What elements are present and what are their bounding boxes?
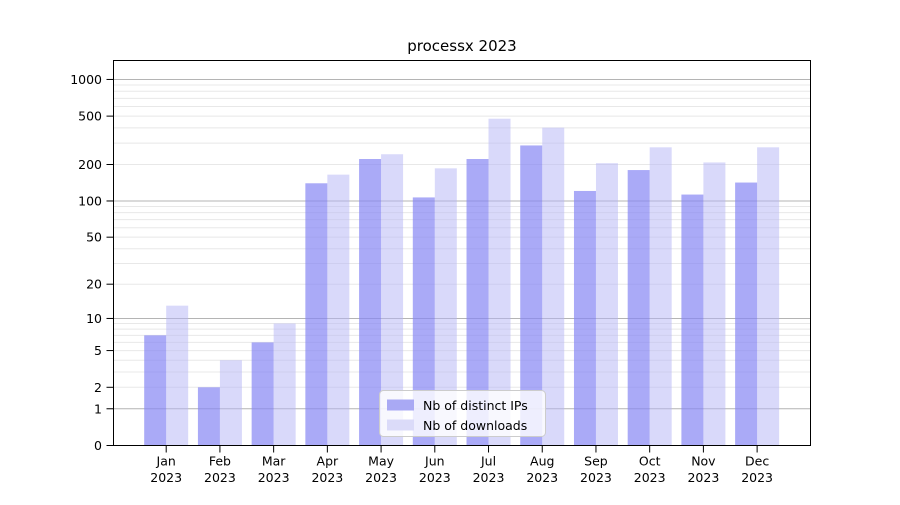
legend-label-distinct-ips: Nb of distinct IPs xyxy=(423,398,528,413)
y-tick-label: 20 xyxy=(86,277,102,292)
x-tick-label-year: 2023 xyxy=(473,470,505,485)
y-tick-label: 200 xyxy=(78,157,102,172)
x-tick-label-year: 2023 xyxy=(311,470,343,485)
bar-downloads xyxy=(219,360,242,446)
legend-swatch-distinct-ips xyxy=(387,399,414,411)
bar-distinct-ips xyxy=(520,145,543,446)
bar-downloads xyxy=(166,305,189,446)
bar-distinct-ips xyxy=(573,190,596,446)
plot-frame xyxy=(113,60,811,446)
legend-swatch-downloads xyxy=(387,419,414,431)
bar-downloads xyxy=(649,147,672,446)
bar-distinct-ips xyxy=(197,387,220,446)
bar-downloads xyxy=(273,323,296,446)
y-tick-label: 500 xyxy=(78,109,102,124)
x-tick-label-year: 2023 xyxy=(634,470,666,485)
y-tick-label: 1000 xyxy=(70,72,102,87)
x-tick-label-month: Apr xyxy=(317,454,339,469)
x-tick-label-month: Oct xyxy=(639,454,661,469)
x-tick-label-year: 2023 xyxy=(687,470,719,485)
bar-distinct-ips xyxy=(627,170,650,446)
y-tick-label: 2 xyxy=(94,380,102,395)
x-tick-label-month: Jul xyxy=(480,454,496,469)
x-tick-label-month: Aug xyxy=(530,454,554,469)
bar-distinct-ips xyxy=(466,159,489,446)
bar-distinct-ips xyxy=(251,342,274,446)
y-tick-label: 100 xyxy=(78,193,102,208)
x-tick-label-month: Jan xyxy=(156,454,176,469)
chart-title: processx 2023 xyxy=(407,37,516,55)
x-tick-label-year: 2023 xyxy=(258,470,290,485)
bar-distinct-ips xyxy=(144,335,167,446)
bar-downloads xyxy=(434,168,457,446)
bar-distinct-ips xyxy=(412,197,435,446)
bar-downloads xyxy=(381,154,404,446)
x-tick-label-month: Mar xyxy=(262,454,286,469)
legend: Nb of distinct IPs Nb of downloads xyxy=(379,390,546,437)
legend-label-downloads: Nb of downloads xyxy=(423,418,527,433)
x-tick-label-month: Dec xyxy=(745,454,769,469)
x-tick-label-year: 2023 xyxy=(365,470,397,485)
x-tick-label-year: 2023 xyxy=(204,470,236,485)
x-tick-label-year: 2023 xyxy=(419,470,451,485)
x-tick-label-year: 2023 xyxy=(741,470,773,485)
bar-downloads xyxy=(757,147,780,446)
x-tick-label-year: 2023 xyxy=(580,470,612,485)
x-tick-label-year: 2023 xyxy=(526,470,558,485)
y-tick-label: 0 xyxy=(94,438,102,453)
legend-box xyxy=(379,390,546,437)
bar-downloads xyxy=(488,118,511,446)
y-tick-label: 5 xyxy=(94,343,102,358)
y-tick-label: 1 xyxy=(94,401,102,416)
x-tick-label-month: May xyxy=(368,454,394,469)
bar-distinct-ips xyxy=(359,159,382,446)
x-tick-label-month: Sep xyxy=(584,454,608,469)
x-tick-label-month: Jun xyxy=(424,454,445,469)
x-tick-label-month: Nov xyxy=(691,454,716,469)
bar-downloads xyxy=(542,127,565,446)
bar-distinct-ips xyxy=(305,183,328,446)
bar-downloads xyxy=(703,162,726,446)
bar-downloads xyxy=(327,174,350,446)
y-tick-label: 50 xyxy=(86,230,102,245)
bar-downloads xyxy=(595,163,618,446)
bar-distinct-ips xyxy=(735,182,758,446)
bar-distinct-ips xyxy=(681,194,704,446)
x-tick-label-month: Feb xyxy=(209,454,231,469)
y-tick-label: 10 xyxy=(86,311,102,326)
x-tick-label-year: 2023 xyxy=(150,470,182,485)
